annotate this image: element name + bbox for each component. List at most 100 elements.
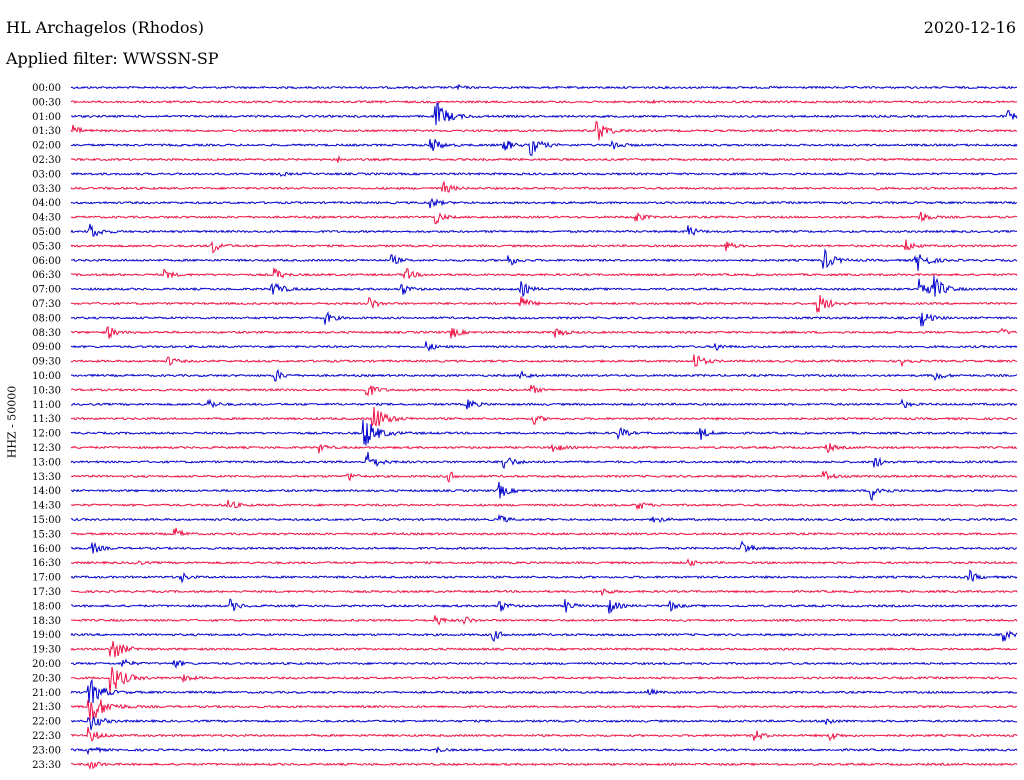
trace-row bbox=[70, 171, 1018, 177]
seismic-traces bbox=[70, 83, 1018, 770]
row-label: 09:00 bbox=[32, 342, 61, 353]
row-label: 18:30 bbox=[32, 616, 61, 627]
trace-row bbox=[70, 699, 1018, 721]
row-label: 05:30 bbox=[32, 241, 61, 252]
row-label: 11:30 bbox=[32, 414, 61, 425]
trace-row bbox=[70, 641, 1018, 658]
trace-row bbox=[70, 354, 1018, 367]
row-label: 08:30 bbox=[32, 328, 61, 339]
row-label: 04:30 bbox=[32, 213, 61, 224]
row-label: 03:00 bbox=[32, 169, 61, 180]
row-label: 05:00 bbox=[32, 227, 61, 238]
trace-row bbox=[70, 181, 1018, 193]
trace-row bbox=[70, 470, 1018, 484]
trace-row bbox=[70, 615, 1018, 626]
trace-row bbox=[70, 121, 1018, 141]
trace-row bbox=[70, 384, 1018, 397]
row-label: 04:00 bbox=[32, 198, 61, 209]
trace-row bbox=[70, 99, 1018, 105]
trace-row bbox=[71, 598, 1018, 614]
trace-row bbox=[70, 248, 1018, 271]
row-label: 09:30 bbox=[32, 357, 61, 368]
trace-row bbox=[70, 223, 1018, 237]
row-label: 17:00 bbox=[32, 573, 61, 584]
row-label: 19:30 bbox=[32, 645, 61, 656]
trace-row bbox=[70, 154, 1018, 163]
row-label: 00:30 bbox=[32, 97, 61, 108]
tick-labels: 00:00 00:30 01:00 01:30 02:00 02:30 03:00 03:30… bbox=[32, 83, 61, 771]
trace-row bbox=[70, 197, 1018, 209]
trace-row bbox=[70, 406, 1018, 428]
row-label: 23:00 bbox=[32, 745, 61, 756]
row-label: 07:00 bbox=[32, 285, 61, 296]
trace-row bbox=[70, 499, 1018, 511]
row-label: 22:30 bbox=[32, 731, 61, 742]
row-label: 10:30 bbox=[32, 385, 61, 396]
trace-row bbox=[70, 513, 1018, 523]
trace-row bbox=[70, 667, 1018, 694]
row-label: 21:00 bbox=[32, 688, 61, 699]
row-label: 08:00 bbox=[32, 313, 61, 324]
trace-row bbox=[70, 239, 1018, 254]
trace-row bbox=[70, 630, 1018, 643]
row-label: 20:30 bbox=[32, 673, 61, 684]
trace-row bbox=[71, 558, 1018, 567]
trace-row bbox=[70, 658, 1017, 669]
row-label: 01:30 bbox=[32, 126, 61, 137]
trace-row bbox=[70, 761, 1018, 770]
row-label: 02:00 bbox=[32, 141, 61, 152]
row-label: 21:30 bbox=[32, 702, 61, 713]
row-label: 18:00 bbox=[32, 601, 61, 612]
row-label: 13:30 bbox=[32, 472, 61, 483]
trace-row bbox=[70, 325, 1017, 339]
trace-row bbox=[70, 138, 1018, 156]
trace-row bbox=[70, 726, 1018, 742]
trace-row bbox=[70, 211, 1018, 225]
trace-row bbox=[70, 369, 1018, 382]
row-label: 01:00 bbox=[32, 112, 61, 123]
trace-row bbox=[70, 419, 1018, 446]
row-label: 12:00 bbox=[32, 429, 61, 440]
trace-row bbox=[70, 481, 1018, 502]
row-label: 16:30 bbox=[32, 558, 61, 569]
row-label: 07:30 bbox=[32, 299, 61, 310]
row-label: 17:30 bbox=[32, 587, 61, 598]
row-label: 14:30 bbox=[32, 501, 61, 512]
row-label: 14:00 bbox=[32, 486, 61, 497]
row-label: 15:30 bbox=[32, 529, 61, 540]
trace-row bbox=[70, 540, 1018, 554]
row-label: 20:00 bbox=[32, 659, 61, 670]
station-title: HL Archagelos (Rhodos) bbox=[6, 18, 204, 37]
trace-row bbox=[70, 267, 1018, 280]
row-label: 16:00 bbox=[32, 544, 61, 555]
date-label: 2020-12-16 bbox=[923, 18, 1016, 37]
trace-row bbox=[70, 310, 1018, 327]
row-label: 10:00 bbox=[32, 371, 61, 382]
trace-row bbox=[70, 678, 1018, 704]
trace-row bbox=[70, 83, 1018, 91]
trace-row bbox=[70, 275, 1018, 298]
row-label: 02:30 bbox=[32, 155, 61, 166]
trace-row bbox=[70, 715, 1018, 731]
row-label: 23:30 bbox=[32, 760, 61, 771]
row-label: 13:00 bbox=[32, 457, 61, 468]
filter-label: Applied filter: WWSSN-SP bbox=[6, 49, 219, 68]
row-label: 22:00 bbox=[32, 717, 61, 728]
trace-row bbox=[70, 588, 1018, 597]
row-label: 06:30 bbox=[32, 270, 61, 281]
trace-row bbox=[70, 295, 1018, 313]
row-label: 12:30 bbox=[32, 443, 61, 454]
row-label: 11:00 bbox=[32, 400, 61, 411]
trace-row bbox=[70, 398, 1018, 410]
row-label: 00:00 bbox=[32, 83, 61, 94]
row-label: 03:30 bbox=[32, 184, 61, 195]
row-label: 15:00 bbox=[32, 515, 61, 526]
trace-row bbox=[70, 745, 1018, 756]
row-label: 19:00 bbox=[32, 630, 61, 641]
trace-row bbox=[70, 102, 1018, 126]
trace-row bbox=[70, 443, 1017, 454]
row-label: 06:00 bbox=[32, 256, 61, 267]
trace-row bbox=[70, 341, 1018, 352]
trace-row bbox=[70, 451, 1018, 470]
